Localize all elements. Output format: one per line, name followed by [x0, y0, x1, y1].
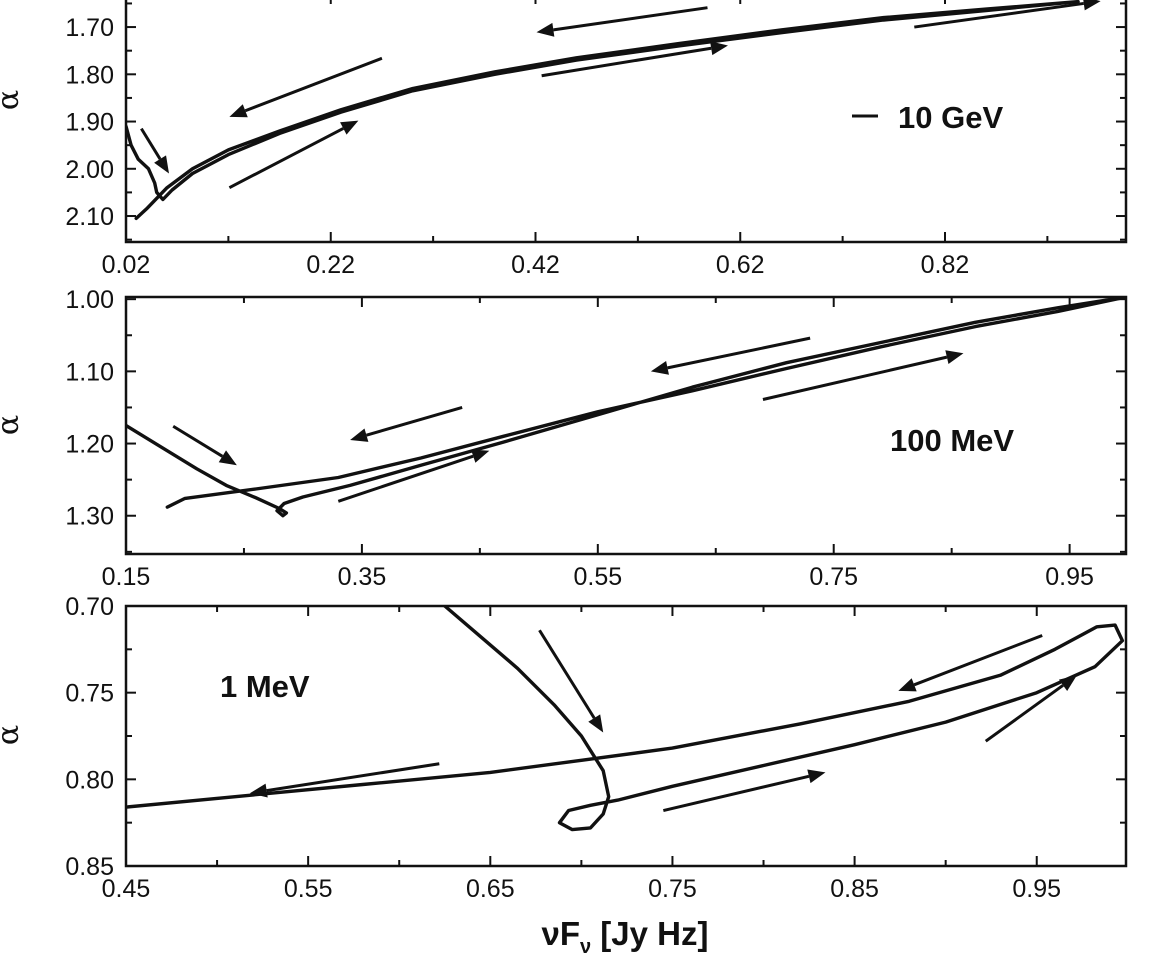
- direction-arrow-head: [898, 678, 917, 692]
- panel-1mev: 0.45 0.55 0.65 0.75 0.85 0.95 0.70 0.75 0.80 0.85…: [0, 593, 1128, 903]
- panel-10gev: 0.02 0.22 0.42 0.62 0.82 1.70 1.80 1.90 2.00 2.10…: [0, 0, 1128, 279]
- alpha-flux-curve: [126, 297, 1126, 518]
- y-tick-label: 2.00: [65, 156, 114, 184]
- direction-arrow-head: [470, 449, 490, 463]
- y-tick-label: 1.20: [65, 431, 114, 459]
- y-tick-label: 0.80: [65, 766, 114, 794]
- direction-arrow: [337, 454, 474, 503]
- direction-arrow: [538, 629, 596, 719]
- x-tick-label: 0.15: [102, 563, 151, 591]
- x-tick-label: 0.75: [648, 875, 697, 903]
- direction-arrow: [662, 774, 810, 812]
- y-tick-label: 0.75: [65, 680, 114, 708]
- x-tick-label: 0.82: [921, 251, 970, 279]
- direction-arrow-head: [154, 155, 169, 174]
- direction-arrow: [667, 336, 811, 370]
- direction-arrow: [172, 424, 224, 458]
- direction-arrow: [984, 684, 1064, 743]
- direction-arrow-head: [340, 120, 359, 135]
- y-tick-label: 1.30: [65, 503, 114, 531]
- direction-arrow-head: [350, 428, 369, 442]
- direction-arrow: [762, 355, 948, 401]
- direction-arrow-head: [249, 783, 268, 798]
- direction-arrow-head: [710, 41, 728, 56]
- x-tick-label: 0.95: [1045, 563, 1094, 591]
- x-tick-label: 0.42: [511, 251, 560, 279]
- direction-arrow-head: [229, 104, 248, 118]
- x-tick-label: 0.75: [809, 563, 858, 591]
- panel-label: 100 MeV: [890, 423, 1014, 458]
- y-tick-label: 0.70: [65, 593, 114, 621]
- direction-arrow: [553, 6, 708, 32]
- x-tick-label: 0.55: [284, 875, 333, 903]
- x-tick-label: 0.85: [830, 875, 879, 903]
- x-axis-label: νFν [Jy Hz]: [542, 915, 709, 958]
- y-tick-label: 2.10: [65, 203, 114, 231]
- direction-arrow: [228, 127, 345, 190]
- y-tick-label: 1.10: [65, 358, 114, 386]
- direction-arrow-head: [945, 350, 964, 364]
- direction-arrow: [244, 56, 383, 113]
- direction-arrow-head: [536, 22, 555, 37]
- x-tick-label: 0.65: [466, 875, 515, 903]
- x-tick-label: 0.22: [306, 251, 355, 279]
- y-tick-label: 1.00: [65, 286, 114, 314]
- x-tick-label: 0.62: [716, 251, 765, 279]
- direction-arrow: [914, 1, 1084, 29]
- y-tick-label: 1.80: [65, 61, 114, 89]
- direction-arrow-head: [218, 450, 237, 466]
- plot-frame: [124, 0, 1128, 244]
- direction-arrow: [541, 46, 712, 78]
- panel-label: 10 GeV: [898, 100, 1003, 135]
- y-axis-label: α: [0, 90, 26, 110]
- y-tick-label: 1.90: [65, 109, 114, 137]
- direction-arrow-head: [588, 714, 604, 733]
- direction-arrow: [266, 762, 440, 793]
- direction-arrow-head: [1058, 675, 1077, 691]
- alpha-flux-curve: [126, 0, 1080, 221]
- direction-arrow-head: [650, 361, 669, 375]
- direction-arrow: [913, 634, 1043, 687]
- direction-arrow: [140, 127, 162, 160]
- y-axis-label: α: [0, 725, 26, 745]
- panel-100mev: 0.15 0.35 0.55 0.75 0.95 1.00 1.10 1.20 1.30 α 100…: [0, 286, 1128, 591]
- direction-arrow-head: [1083, 0, 1101, 11]
- direction-arrow: [366, 406, 463, 437]
- x-tick-label: 0.35: [338, 563, 387, 591]
- x-tick-label: 0.55: [573, 563, 622, 591]
- y-axis-label: α: [0, 415, 26, 435]
- x-tick-label: 0.02: [102, 251, 151, 279]
- y-tick-label: 0.85: [65, 853, 114, 881]
- plot-frame: [124, 604, 1128, 868]
- x-tick-label: 0.45: [102, 875, 151, 903]
- panel-label: 1 MeV: [220, 669, 310, 704]
- direction-arrow-head: [807, 769, 826, 784]
- alpha-flux-curve: [126, 606, 1125, 832]
- y-tick-label: 1.70: [65, 14, 114, 42]
- x-tick-label: 0.95: [1012, 875, 1061, 903]
